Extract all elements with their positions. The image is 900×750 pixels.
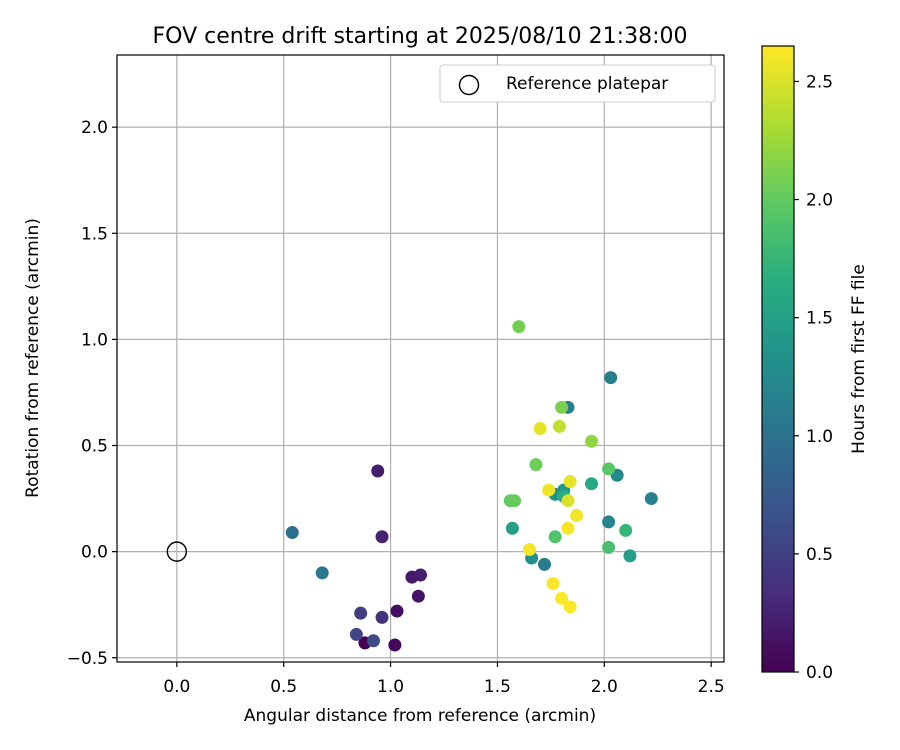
data-point (602, 540, 616, 554)
data-point (555, 591, 569, 605)
colorbar-label: Hours from first FF file (849, 264, 869, 454)
data-point (555, 400, 569, 414)
legend-label-reference: Reference platepar (506, 74, 668, 94)
data-point (533, 422, 547, 436)
data-point (375, 530, 389, 544)
data-point (584, 477, 598, 491)
y-tick-label: 1.0 (81, 330, 108, 350)
colorbar-tick-label: 1.5 (806, 309, 833, 329)
data-point (546, 576, 560, 590)
data-point (390, 604, 404, 618)
data-point (354, 606, 368, 620)
data-point (561, 521, 575, 535)
x-tick-label: 1.0 (377, 677, 404, 697)
data-point (529, 458, 543, 472)
data-point (366, 634, 380, 648)
y-tick-label: −0.5 (67, 649, 108, 669)
data-point (508, 494, 522, 508)
data-point (371, 464, 385, 478)
y-tick-label: 0.5 (81, 437, 108, 457)
data-point (644, 492, 658, 506)
legend: Reference platepar (439, 64, 716, 103)
x-tick-label: 1.5 (484, 677, 511, 697)
x-axis-label: Angular distance from reference (arcmin) (244, 706, 596, 726)
data-point (315, 566, 329, 580)
data-point (602, 462, 616, 476)
colorbar-ticks: 0.0 0.5 1.0 1.5 2.0 2.5 (794, 72, 833, 683)
data-point (561, 494, 575, 508)
legend-marker-reference (458, 74, 480, 96)
data-point (537, 557, 551, 571)
data-point (563, 475, 577, 489)
data-point (602, 515, 616, 529)
data-point (563, 600, 577, 614)
data-point (623, 549, 637, 563)
data-point (542, 483, 556, 497)
data-point (548, 530, 562, 544)
x-tick-label: 0.0 (163, 677, 190, 697)
colorbar: 0.0 0.5 1.0 1.5 2.0 2.5 Hours from first FF f… (761, 45, 869, 683)
data-point (375, 610, 389, 624)
data-point (604, 371, 618, 385)
data-point (414, 568, 427, 582)
colorbar-tick-label: 0.5 (806, 545, 833, 565)
data-point (505, 521, 519, 535)
plot-frame (116, 54, 725, 663)
y-tick-label: 0.0 (81, 543, 108, 563)
data-point (285, 526, 299, 540)
reference-platepar-point (166, 541, 188, 562)
colorbar-tick-label: 0.0 (806, 663, 833, 683)
data-points (166, 320, 658, 652)
colorbar-tick-label: 2.0 (806, 191, 833, 211)
colorbar-tick-label: 1.0 (806, 427, 833, 447)
data-point (552, 419, 566, 433)
data-point (584, 434, 598, 448)
legend-box (439, 64, 716, 103)
data-point (570, 509, 584, 523)
x-tick-label: 0.5 (270, 677, 297, 697)
x-axis-ticks: 0.0 0.5 1.0 1.5 2.0 2.5 (163, 662, 725, 697)
data-point (523, 543, 537, 557)
data-point (388, 638, 402, 652)
data-point (349, 627, 363, 641)
colorbar-gradient (761, 45, 795, 673)
grid-lines (117, 55, 724, 662)
y-axis-label: Rotation from reference (arcmin) (23, 218, 43, 498)
x-tick-label: 2.5 (698, 677, 725, 697)
x-tick-label: 2.0 (591, 677, 618, 697)
data-point (411, 589, 425, 603)
data-point (512, 320, 526, 334)
y-tick-label: 1.5 (81, 224, 108, 244)
y-tick-label: 2.0 (81, 118, 108, 138)
chart-title: FOV centre drift starting at 2025/08/10 … (153, 24, 688, 49)
colorbar-tick-label: 2.5 (806, 72, 833, 92)
data-point (619, 523, 633, 537)
y-axis-ticks: −0.5 0.0 0.5 1.0 1.5 2.0 (67, 118, 117, 669)
